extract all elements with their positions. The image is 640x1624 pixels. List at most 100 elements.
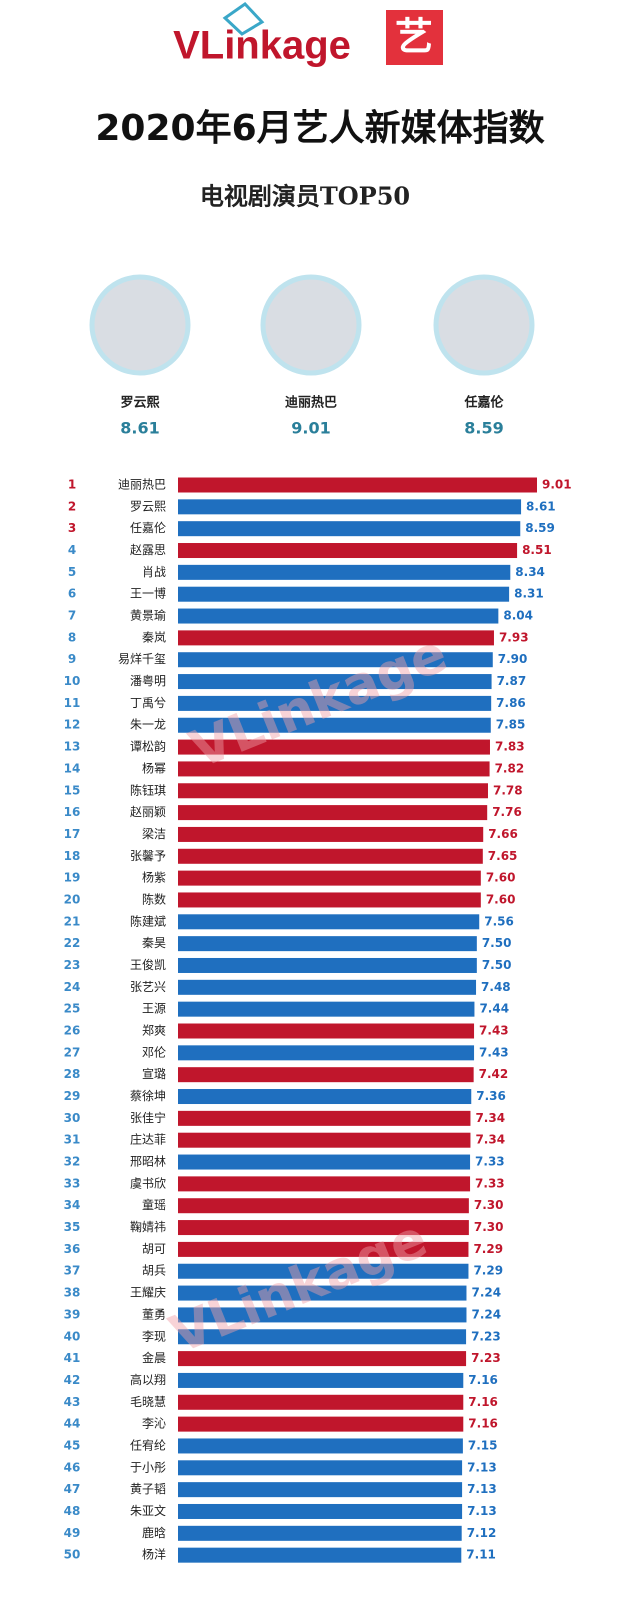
rank: 29 <box>64 1089 81 1103</box>
category-label: 秦昊 <box>142 936 166 950</box>
value-label: 7.33 <box>475 1155 505 1169</box>
category-label: 朱一龙 <box>130 718 166 732</box>
category-label: 潘粤明 <box>130 673 166 688</box>
value-label: 7.50 <box>482 936 512 950</box>
rank: 43 <box>64 1395 81 1409</box>
value-label: 7.60 <box>486 892 516 906</box>
rank: 23 <box>64 958 81 972</box>
bar <box>178 1110 471 1126</box>
value-label: 7.24 <box>471 1286 501 1300</box>
bar <box>178 695 492 711</box>
bar <box>178 499 522 515</box>
rank: 21 <box>64 914 81 928</box>
rank: 22 <box>64 936 81 950</box>
category-label: 秦岚 <box>142 630 166 644</box>
bar <box>178 1220 469 1236</box>
rank: 20 <box>64 892 81 906</box>
value-label: 7.33 <box>475 1176 505 1190</box>
rank: 27 <box>64 1045 81 1059</box>
category-label: 王耀庆 <box>130 1286 166 1300</box>
rank: 13 <box>64 740 81 754</box>
bar <box>178 1176 471 1192</box>
rank: 7 <box>68 609 76 623</box>
bar <box>178 477 537 493</box>
category-label: 董勇 <box>142 1307 166 1321</box>
value-label: 7.42 <box>479 1067 509 1081</box>
value-label: 7.24 <box>471 1307 501 1321</box>
value-label: 7.50 <box>482 958 512 972</box>
rank: 15 <box>64 783 81 797</box>
rank: 35 <box>64 1220 81 1234</box>
category-label: 朱亚文 <box>130 1503 166 1518</box>
value-label: 7.76 <box>492 805 522 819</box>
value-label: 7.86 <box>496 696 526 710</box>
value-label: 7.65 <box>488 849 518 863</box>
category-label: 胡可 <box>142 1242 166 1256</box>
category-label: 虞书欣 <box>130 1176 166 1190</box>
bar <box>178 521 521 537</box>
bar <box>178 739 490 755</box>
value-label: 7.34 <box>475 1133 505 1147</box>
value-label: 7.36 <box>476 1089 506 1103</box>
bar <box>178 1067 474 1083</box>
category-label: 李现 <box>142 1328 166 1343</box>
value-label: 7.13 <box>467 1482 497 1496</box>
rank: 28 <box>64 1067 81 1081</box>
rank: 3 <box>68 521 76 535</box>
category-label: 童瑶 <box>142 1197 166 1212</box>
rank: 8 <box>68 630 76 644</box>
category-label: 张艺兴 <box>130 980 166 994</box>
top-name: 罗云熙 <box>120 396 159 411</box>
value-label: 8.31 <box>514 587 544 601</box>
rank: 4 <box>68 543 76 557</box>
bar <box>178 1438 463 1454</box>
value-label: 7.83 <box>495 740 525 754</box>
rank: 41 <box>64 1351 81 1365</box>
category-label: 蔡徐坤 <box>130 1088 166 1103</box>
bar <box>178 608 499 624</box>
bar <box>178 1045 475 1061</box>
rank: 31 <box>64 1133 81 1147</box>
bar <box>178 1241 469 1257</box>
bar <box>178 1416 464 1432</box>
bar <box>178 1307 467 1323</box>
bar <box>178 1460 463 1476</box>
title: 2020年6月艺人新媒体指数 <box>95 108 544 149</box>
avatar <box>433 274 535 376</box>
category-label: 杨洋 <box>142 1547 166 1562</box>
rank: 6 <box>68 587 76 601</box>
value-label: 7.11 <box>466 1548 496 1562</box>
rank: 2 <box>68 499 76 513</box>
rank: 47 <box>64 1482 81 1496</box>
bar <box>178 1132 471 1148</box>
bar <box>178 1089 472 1105</box>
value-label: 7.23 <box>471 1329 501 1343</box>
value-label: 8.04 <box>503 609 533 623</box>
category-label: 于小彤 <box>130 1460 166 1474</box>
rank: 12 <box>64 718 81 732</box>
value-label: 7.29 <box>473 1264 503 1278</box>
rank: 17 <box>64 827 81 841</box>
category-label: 赵丽颖 <box>130 805 166 819</box>
rank: 49 <box>64 1526 81 1540</box>
category-label: 郑爽 <box>142 1023 166 1038</box>
value-label: 7.82 <box>495 761 525 775</box>
bar <box>178 1351 467 1367</box>
bar <box>178 630 494 646</box>
bar <box>178 848 483 864</box>
bar <box>178 674 492 690</box>
top-value: 8.61 <box>120 419 159 438</box>
category-label: 梁洁 <box>142 826 166 841</box>
bar <box>178 892 481 908</box>
value-label: 7.85 <box>496 718 526 732</box>
value-label: 7.23 <box>471 1351 501 1365</box>
category-label: 邢昭林 <box>130 1155 166 1169</box>
value-label: 7.13 <box>467 1460 497 1474</box>
rank: 24 <box>64 980 81 994</box>
bar <box>178 870 481 886</box>
top-value: 9.01 <box>291 419 330 438</box>
category-label: 陈数 <box>142 891 166 906</box>
value-label: 7.16 <box>468 1373 498 1387</box>
value-label: 7.44 <box>479 1002 509 1016</box>
